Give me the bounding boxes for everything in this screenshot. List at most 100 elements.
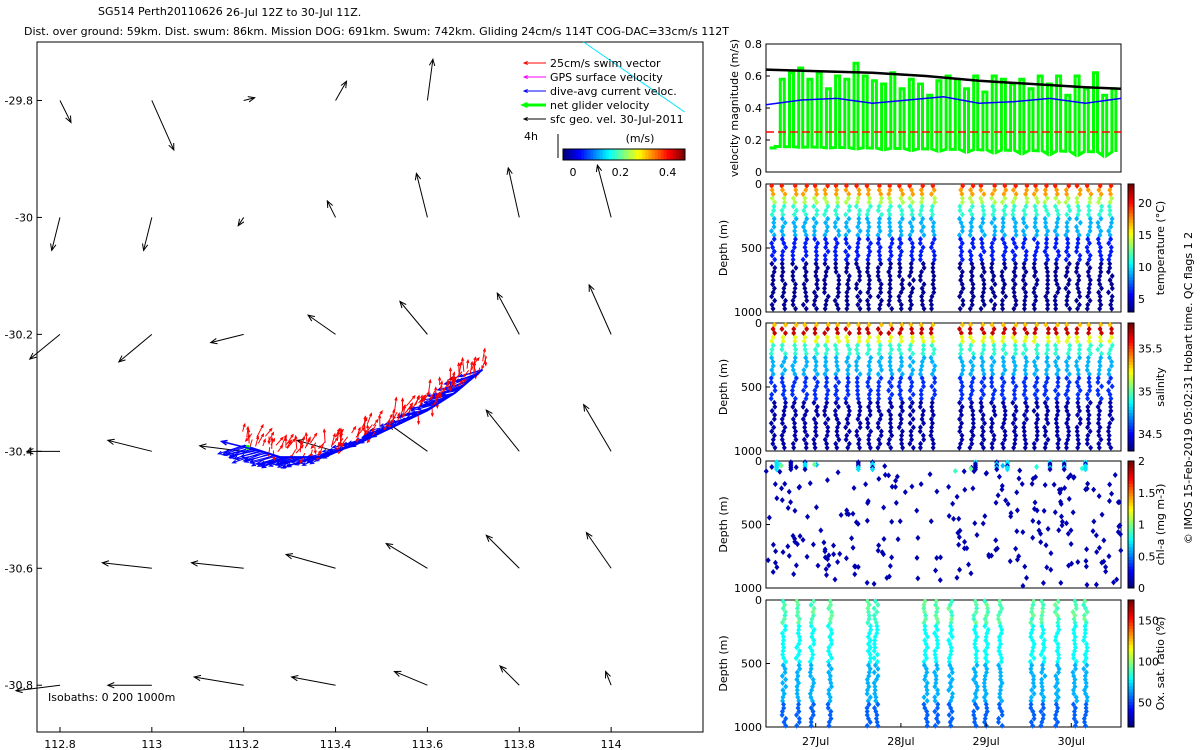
profile-point [771, 248, 777, 255]
profile-point [980, 444, 986, 451]
profile-point [902, 489, 908, 496]
profile-point [1097, 362, 1103, 369]
profile-point [857, 407, 863, 414]
profile-point [770, 436, 776, 443]
profile-point [823, 350, 829, 357]
profile-point [900, 407, 906, 414]
profile-point [875, 701, 881, 708]
profile-point [1045, 305, 1051, 312]
profile-point [1108, 362, 1114, 369]
oxygen-panel-colorbar-swatch [1128, 609, 1134, 614]
profile-point [876, 475, 882, 482]
profile-point [781, 633, 787, 640]
net-glider-velocity-line [769, 61, 1118, 159]
profile-point [974, 605, 980, 612]
profile-point [1013, 407, 1019, 414]
profile-point [855, 252, 861, 259]
profile-point [980, 219, 986, 226]
profile-point [1028, 701, 1034, 708]
profile-point [808, 672, 814, 679]
profile-point [1075, 371, 1081, 378]
profile-point [867, 623, 873, 630]
profile-point [833, 264, 839, 271]
profile-point [1021, 219, 1027, 226]
profile-point [997, 690, 1003, 697]
profile-point [1108, 244, 1114, 251]
profile-point [897, 252, 903, 259]
profile-point [932, 375, 938, 382]
profile-point [1003, 293, 1009, 300]
profile-point [1065, 281, 1071, 288]
profile-point [774, 466, 780, 473]
profile-point [1075, 366, 1081, 373]
profile-point [833, 375, 839, 382]
profile-point [1083, 466, 1088, 473]
profile-point [864, 687, 870, 694]
profile-point [989, 354, 995, 361]
profile-point [981, 371, 987, 378]
chla-panel-colorbar-tick: 0.5 [1138, 550, 1156, 563]
profile-point [1053, 395, 1059, 402]
profile-point [1028, 651, 1034, 658]
profile-point [802, 424, 808, 431]
profile-point [967, 195, 973, 202]
profile-point [900, 199, 906, 206]
profile-point [1048, 566, 1054, 573]
profile-point [960, 362, 966, 369]
profile-point [849, 535, 855, 542]
profile-point [991, 236, 997, 243]
profile-point [1064, 211, 1070, 218]
profile-point [1107, 232, 1113, 239]
profile-point [1063, 440, 1069, 447]
profile-point [875, 403, 881, 410]
profile-point [866, 375, 872, 382]
profile-point [1008, 513, 1014, 520]
profile-point [1033, 207, 1039, 214]
temperature-panel-y-tick-label: 500 [741, 242, 762, 255]
profile-point [989, 219, 995, 226]
profile-point [871, 580, 877, 587]
profile-point [790, 440, 796, 447]
profile-point [769, 211, 775, 218]
current-arrow [266, 456, 300, 466]
swim-arrow [438, 385, 443, 399]
profile-point [845, 301, 851, 308]
oxygen-panel-colorbar-swatch [1128, 695, 1134, 699]
profile-point [770, 541, 776, 548]
profile-point [867, 412, 873, 419]
profile-point [836, 338, 842, 345]
profile-point [1053, 260, 1059, 267]
profile-point [886, 440, 892, 447]
profile-point [1071, 708, 1077, 715]
profile-point [1061, 466, 1067, 473]
profile-point [949, 633, 955, 640]
profile-point [917, 428, 923, 435]
profile-point [878, 260, 884, 267]
swim-arrow [462, 370, 470, 378]
profile-point [909, 248, 915, 255]
profile-point [934, 704, 940, 711]
profile-point [822, 412, 828, 419]
profile-point [973, 694, 979, 701]
profile-point [845, 375, 851, 382]
profile-point [811, 289, 817, 296]
profile-point [1045, 525, 1051, 532]
profile-point [807, 669, 813, 676]
profile-point [813, 420, 819, 427]
profile-point [829, 683, 835, 690]
profile-point [813, 338, 819, 345]
profile-point [970, 416, 976, 423]
salinity-panel-colorbar-tick: 34.5 [1138, 428, 1163, 441]
profile-point [967, 207, 973, 214]
profile-point [988, 424, 994, 431]
profile-point [1053, 346, 1059, 353]
swim-arrow [299, 439, 303, 453]
profile-point [973, 601, 979, 608]
profile-point [866, 346, 872, 353]
profile-point [1074, 334, 1080, 341]
profile-point [1021, 260, 1027, 267]
profile-point [833, 268, 839, 275]
profile-point [782, 199, 788, 206]
profile-point [896, 346, 902, 353]
